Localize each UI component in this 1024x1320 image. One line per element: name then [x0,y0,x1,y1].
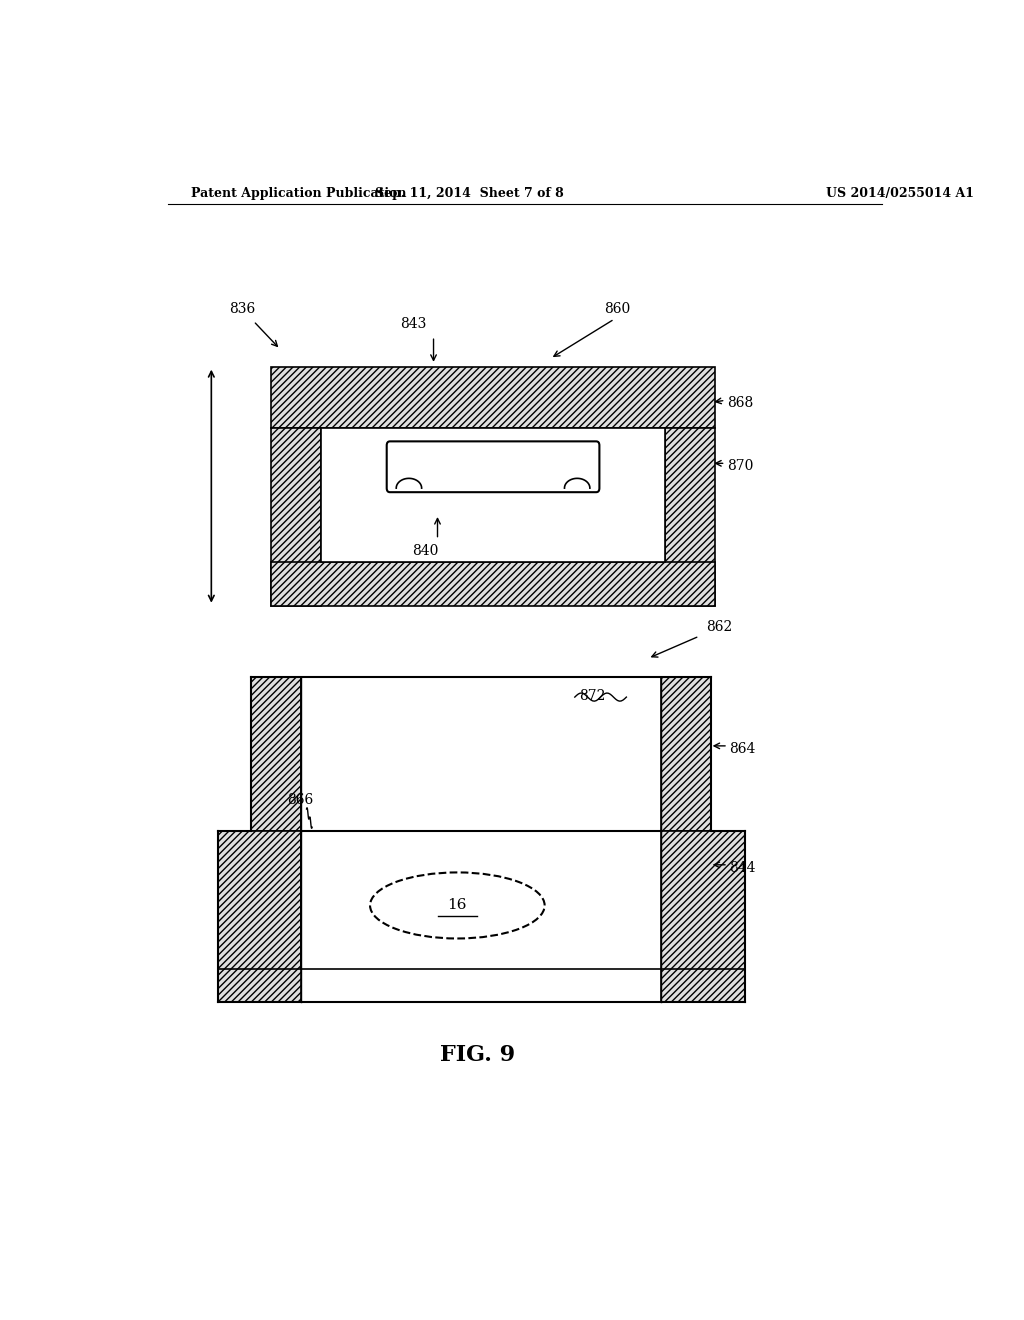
Text: 840: 840 [413,544,439,558]
Text: 872: 872 [579,689,605,704]
Text: Sep. 11, 2014  Sheet 7 of 8: Sep. 11, 2014 Sheet 7 of 8 [375,187,563,199]
Bar [270,367,715,428]
Bar [662,832,744,1002]
Bar [666,428,715,606]
Ellipse shape [370,873,545,939]
Text: 843: 843 [400,317,427,331]
Bar [270,428,321,606]
Text: 844: 844 [729,861,756,875]
Text: 866: 866 [287,793,313,807]
Bar [321,428,666,562]
Bar [301,832,662,1002]
Text: FIG. 9: FIG. 9 [439,1044,515,1065]
Bar [218,969,744,1002]
Text: 836: 836 [228,302,255,315]
Text: Patent Application Publication: Patent Application Publication [191,187,407,199]
Bar [270,562,715,606]
Bar [301,677,662,832]
FancyBboxPatch shape [387,441,599,492]
Text: 862: 862 [706,620,732,634]
Text: US 2014/0255014 A1: US 2014/0255014 A1 [826,187,975,199]
Bar [251,677,301,832]
Text: 860: 860 [604,302,631,315]
Bar [301,832,662,969]
Text: 16: 16 [447,899,467,912]
Text: 870: 870 [727,459,754,474]
Bar [218,832,301,1002]
Text: 864: 864 [729,742,756,756]
Bar [662,677,712,832]
Text: 868: 868 [727,396,754,411]
